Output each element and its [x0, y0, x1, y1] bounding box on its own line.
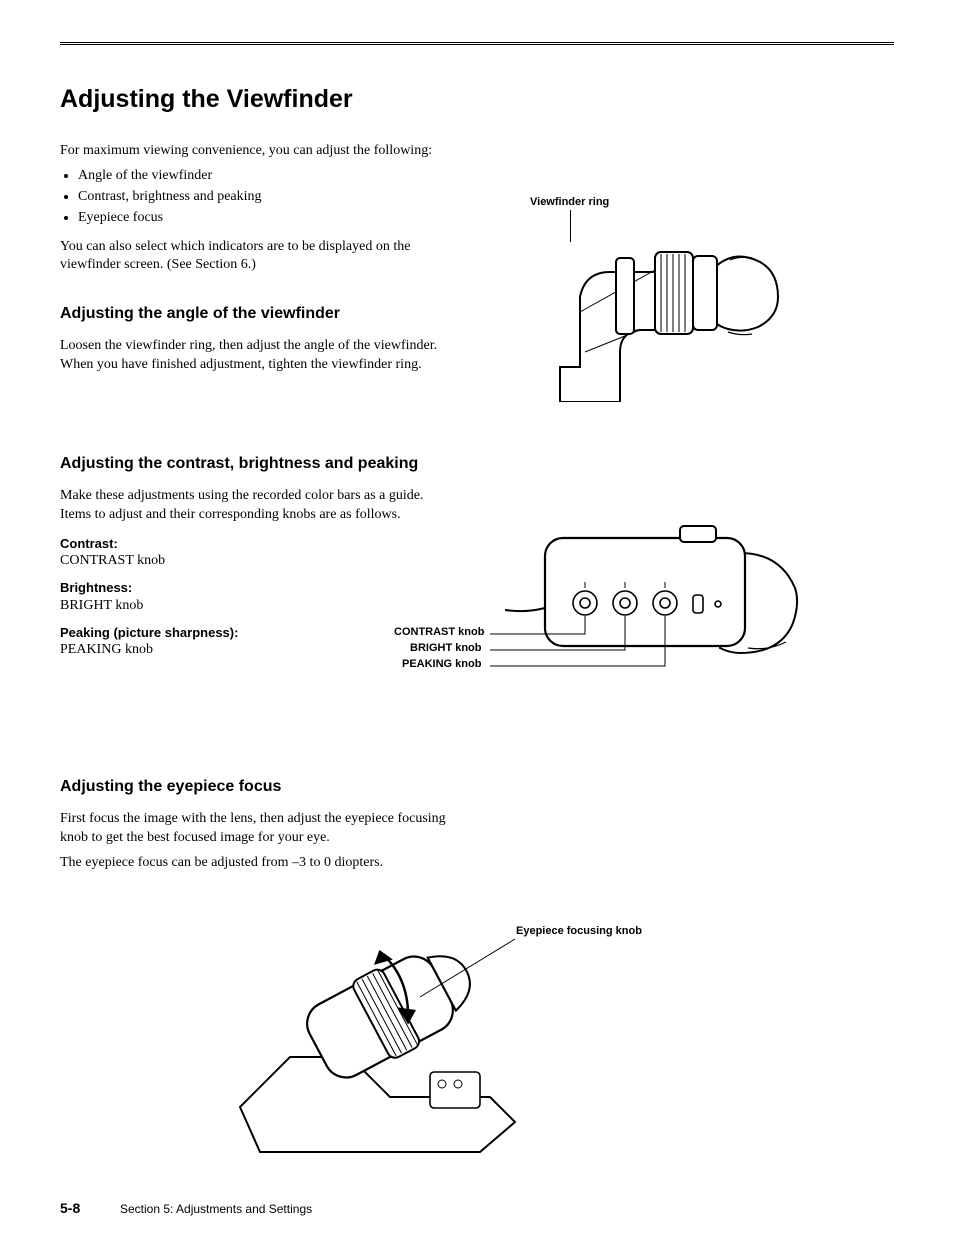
eyepiece-illustration [230, 897, 530, 1157]
figure-knobs: CONTRAST knob BRIGHT knob PEAKING knob [490, 498, 894, 698]
viewfinder-ring-illustration [490, 212, 810, 402]
angle-body: Loosen the viewfinder ring, then adjust … [60, 337, 450, 375]
intro-lead: For maximum viewing convenience, you can… [60, 142, 450, 161]
intro-note: You can also select which indicators are… [60, 238, 450, 276]
section-foot: Section 5: Adjustments and Settings [120, 1202, 312, 1216]
intro-bullet: Contrast, brightness and peaking [78, 188, 450, 207]
peaking-def: PEAKING knob [60, 641, 450, 660]
angle-heading: Adjusting the angle of the viewfinder [60, 305, 450, 323]
contrast-term: Contrast: [60, 535, 450, 553]
figure-viewfinder-ring: Viewfinder ring [490, 212, 894, 412]
cbp-heading: Adjusting the contrast, brightness and p… [60, 455, 450, 473]
eyepiece-body1: First focus the image with the lens, the… [60, 810, 450, 848]
page-title: Adjusting the Viewfinder [60, 85, 894, 114]
bright-def: BRIGHT knob [60, 597, 450, 616]
top-rule [60, 42, 894, 45]
vf-ring-caption: Viewfinder ring [530, 196, 609, 208]
intro-bullet: Eyepiece focus [78, 209, 450, 228]
knobs-illustration [490, 498, 850, 688]
eyepiece-caption: Eyepiece focusing knob [516, 925, 642, 937]
intro-bullet: Angle of the viewfinder [78, 167, 450, 186]
peaking-knob-label: PEAKING knob [402, 658, 481, 670]
bright-term: Brightness: [60, 579, 450, 597]
bright-knob-label: BRIGHT knob [410, 642, 482, 654]
intro-bullets: Angle of the viewfinder Contrast, bright… [60, 167, 450, 228]
contrast-def: CONTRAST knob [60, 552, 450, 571]
eyepiece-body2: The eyepiece focus can be adjusted from … [60, 854, 450, 873]
page-number: 5-8 [60, 1200, 80, 1216]
eyepiece-heading: Adjusting the eyepiece focus [60, 778, 894, 796]
figure-eyepiece: Eyepiece focusing knob [230, 897, 530, 1157]
cbp-body: Make these adjustments using the recorde… [60, 487, 450, 525]
peaking-term: Peaking (picture sharpness): [60, 624, 450, 642]
contrast-knob-label: CONTRAST knob [394, 626, 484, 638]
